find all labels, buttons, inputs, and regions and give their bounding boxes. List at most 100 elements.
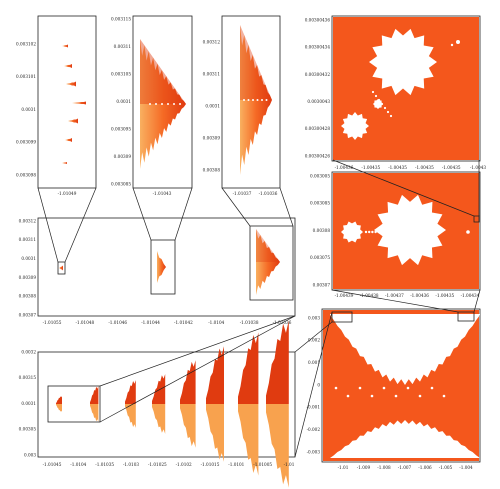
zoom-connectors bbox=[37, 159, 481, 458]
connector-d-e-right bbox=[99, 315, 296, 423]
panel-f-flower-small bbox=[341, 112, 369, 140]
panel-f-chain-dot bbox=[386, 110, 390, 114]
panel-a-ytick: 0.003098 bbox=[16, 172, 36, 177]
panel-g-ytick: 0.00308 bbox=[313, 228, 331, 233]
panel-a-ytick: 0.003099 bbox=[16, 140, 36, 145]
panel-b-plot bbox=[140, 39, 186, 169]
panel-c-plot bbox=[240, 25, 272, 175]
panel-f-xtick: -1.00435 bbox=[361, 165, 380, 170]
panel-e-crest-top bbox=[125, 380, 136, 404]
panel-e-xtick: -1.01015 bbox=[201, 462, 220, 467]
panel-h-xtick: -1.006 bbox=[418, 465, 432, 470]
panel-d-wedge-mid bbox=[157, 251, 166, 283]
panel-h-plot bbox=[323, 310, 480, 461]
panel-g-satellite bbox=[466, 230, 470, 234]
panel-c-ytick: 0.00312 bbox=[203, 39, 221, 44]
zoom-box-d-mid bbox=[150, 239, 176, 295]
zoom-box-e-left bbox=[47, 385, 101, 423]
panel-e-crest-bottom bbox=[180, 404, 196, 448]
panel-g-xtick: -1.00436 bbox=[410, 293, 429, 298]
panel-g-plot bbox=[333, 173, 479, 289]
panel-h-xtick: -1.01 bbox=[338, 465, 349, 470]
zoom-boxes bbox=[47, 215, 480, 423]
panel-h-xtick: -1.005 bbox=[439, 465, 453, 470]
panel-e-xtick: -1.0102 bbox=[176, 462, 192, 467]
panel-e-frame bbox=[37, 351, 296, 458]
panel-g-xtick: -1.00437 bbox=[385, 293, 404, 298]
panel-g-chain-dot bbox=[374, 230, 377, 234]
zoom-box-f-corner bbox=[473, 215, 480, 223]
panel-e-crest-bottom bbox=[90, 404, 99, 422]
panel-b-spot bbox=[179, 103, 181, 105]
connector-a-right bbox=[64, 187, 97, 263]
panel-b-ytick: 0.003095 bbox=[111, 126, 131, 131]
panel-e-crest-bottom bbox=[56, 404, 62, 412]
panel-f-xtick: -1.00435 bbox=[415, 165, 434, 170]
panel-e-crest-top bbox=[152, 374, 166, 404]
panel-g-frame bbox=[331, 171, 481, 291]
panel-a-ytick: 0.003102 bbox=[16, 41, 36, 46]
panel-b-shade bbox=[140, 39, 186, 104]
panel-f-ytick: 0.00300426 bbox=[305, 153, 331, 158]
panel-a-wedge bbox=[62, 44, 68, 48]
panel-e-ytick: 0.003 bbox=[24, 452, 36, 457]
panel-c-spot bbox=[243, 99, 245, 101]
panel-a-wedge bbox=[64, 64, 72, 68]
panel-d-xtick: -1.01038 bbox=[240, 320, 259, 325]
panel-h-satellite bbox=[346, 394, 350, 398]
panel-f-flower-tiny bbox=[373, 99, 383, 109]
panel-g-ytick: 0.003075 bbox=[310, 255, 330, 260]
panel-e-crest-top bbox=[56, 396, 62, 404]
zoom-box-d-right bbox=[249, 225, 294, 301]
panel-d-wedge-small bbox=[59, 265, 63, 271]
panel-e-xtick: -1.0103 bbox=[123, 462, 139, 467]
panel-c-ytick: 0.00309 bbox=[203, 135, 221, 140]
panel-c-spot bbox=[261, 99, 263, 101]
zoom-box-d-small bbox=[57, 261, 66, 275]
panel-e-crest-top bbox=[266, 320, 289, 404]
panel-b-spot bbox=[155, 103, 157, 105]
panel-f-satellite bbox=[450, 43, 454, 47]
panel-h-lobe-top bbox=[330, 314, 480, 385]
panel-e-plot bbox=[56, 320, 289, 488]
panel-b-ytick: 0.0031 bbox=[116, 99, 131, 104]
panel-f-xtick: -1.00436 bbox=[335, 165, 354, 170]
panel-b-ytick: 0.003085 bbox=[111, 181, 131, 186]
panel-h-ytick: 0 bbox=[317, 382, 320, 387]
panel-h-satellite bbox=[442, 394, 446, 398]
panel-e-crest-top bbox=[90, 386, 99, 404]
connector-f-g-top bbox=[332, 159, 475, 217]
panel-g-ytick: 0.003085 bbox=[310, 201, 330, 206]
panel-a-wedge bbox=[68, 118, 78, 124]
panel-c-spot bbox=[252, 99, 254, 101]
panel-c-wedge-main bbox=[240, 25, 272, 175]
panel-e-xtick: -1.0101 bbox=[228, 462, 244, 467]
panel-h-satellite bbox=[430, 386, 434, 390]
panel-a-ytick: 0.003101 bbox=[16, 74, 36, 79]
panel-d-shade bbox=[256, 229, 280, 262]
panel-g-flower-large bbox=[374, 194, 446, 266]
panel-f-satellite bbox=[456, 40, 460, 44]
panel-h-ytick: -0.001 bbox=[307, 405, 321, 410]
panel-c-spot bbox=[247, 99, 250, 101]
panel-d-xtick: -1.01055 bbox=[43, 320, 62, 325]
panel-h-satellite bbox=[418, 394, 422, 398]
panel-h-satellite bbox=[370, 394, 374, 398]
panel-f-flower-large bbox=[369, 28, 437, 96]
panel-e-xtick: -1.01005 bbox=[253, 462, 272, 467]
panel-c-ytick: 0.0031 bbox=[205, 103, 220, 108]
panel-e-ytick: 0.0032 bbox=[21, 349, 36, 354]
panel-c-xtick: -1.01036 bbox=[259, 191, 278, 196]
panel-g-xtick: -1.00435 bbox=[435, 293, 454, 298]
panel-e-ytick: 0.00305 bbox=[19, 427, 37, 432]
panel-d-wedge-large bbox=[256, 229, 280, 295]
panel-f-chain-dot bbox=[389, 114, 393, 118]
panel-d-xtick: -1.01048 bbox=[75, 320, 94, 325]
zoom-box-h-right bbox=[457, 311, 475, 322]
panel-e-xtick: -1.01045 bbox=[43, 462, 62, 467]
panel-f-plot bbox=[333, 17, 479, 160]
panel-h-satellite bbox=[382, 386, 386, 390]
panel-d-ytick: 0.00312 bbox=[19, 218, 37, 223]
panel-d-ytick: 0.00309 bbox=[19, 275, 37, 280]
panel-e-crest-bottom bbox=[238, 404, 259, 476]
